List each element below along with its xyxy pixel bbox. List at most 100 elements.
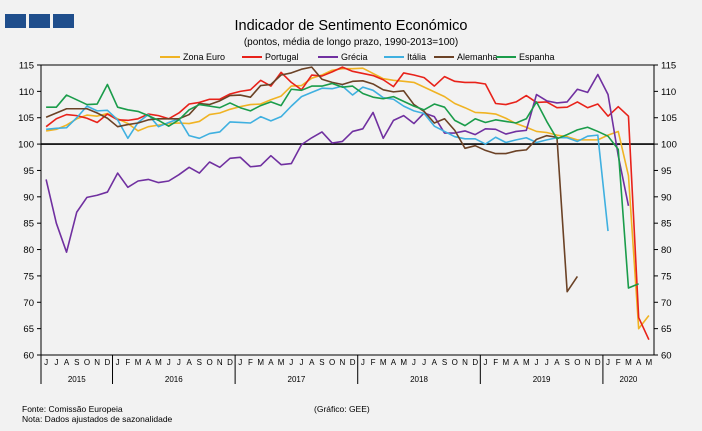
x-tick-label: O xyxy=(452,358,458,367)
y-tick-label-left: 115 xyxy=(19,61,34,72)
y-tick-label-left: 60 xyxy=(23,351,34,362)
x-tick-label: F xyxy=(616,358,621,367)
x-tick-label: S xyxy=(442,358,447,367)
y-tick-label-left: 75 xyxy=(23,271,34,282)
x-tick-label: M xyxy=(646,358,653,367)
x-tick-label: M xyxy=(155,358,162,367)
x-tick-label: J xyxy=(116,358,120,367)
year-label: 2018 xyxy=(410,375,428,384)
x-tick-label: M xyxy=(503,358,510,367)
x-tick-label: D xyxy=(105,358,111,367)
x-tick-label: M xyxy=(135,358,142,367)
x-tick-label: M xyxy=(257,358,264,367)
y-tick-label-right: 110 xyxy=(661,87,676,98)
x-tick-label: J xyxy=(483,358,487,367)
legend-label: Alemanha xyxy=(457,52,498,62)
legend-label: Itália xyxy=(407,52,426,62)
series-group xyxy=(45,66,650,341)
x-tick-label: A xyxy=(146,358,152,367)
adjustment-note: Nota: Dados ajustados de sazonalidade xyxy=(22,414,173,424)
plot-frame xyxy=(40,64,655,356)
series-line xyxy=(46,82,639,289)
x-tick-label: J xyxy=(289,358,293,367)
source-note: Fonte: Comissão Europeia xyxy=(22,404,123,414)
legend-label: Zona Euro xyxy=(183,52,225,62)
x-tick-label: M xyxy=(278,358,285,367)
y-tick-label-right: 70 xyxy=(661,298,672,309)
x-tick-label: J xyxy=(606,358,610,367)
x-tick-label: A xyxy=(64,358,70,367)
x-tick-label: D xyxy=(472,358,478,367)
series-line xyxy=(45,66,650,341)
x-tick-label: F xyxy=(125,358,130,367)
y-tick-label-right: 105 xyxy=(661,113,677,124)
x-tick-label: J xyxy=(177,358,181,367)
legend: Zona Euro Portugal Grécia Itália Alemanha Esp… xyxy=(160,52,555,62)
y-tick-label-right: 60 xyxy=(661,351,672,362)
y-tick-label-right: 90 xyxy=(661,192,672,203)
year-label: 2016 xyxy=(165,375,183,384)
chart-subtitle: (pontos, média de longo prazo, 1990-2013… xyxy=(244,37,458,48)
x-tick-label: A xyxy=(554,358,560,367)
x-tick-label: F xyxy=(248,358,253,367)
year-label: 2015 xyxy=(68,375,86,384)
x-tick-label: S xyxy=(197,358,202,367)
year-label: 2020 xyxy=(620,375,638,384)
legend-label: Portugal xyxy=(265,52,299,62)
graph-credit: (Gráfico: GEE) xyxy=(314,404,370,414)
x-tick-label: S xyxy=(564,358,569,367)
x-tick-label: A xyxy=(309,358,315,367)
legend-label: Grécia xyxy=(341,52,368,62)
y-tick-label-right: 75 xyxy=(661,271,672,282)
y-tick-label-left: 70 xyxy=(23,298,34,309)
x-tick-label: N xyxy=(462,358,468,367)
chart-title: Indicador de Sentimento Económico xyxy=(235,18,468,34)
y-tick-label-right: 80 xyxy=(661,245,672,256)
x-tick-label: J xyxy=(412,358,416,367)
x-tick-label: A xyxy=(391,358,397,367)
x-tick-label: J xyxy=(167,358,171,367)
x-tick-label: O xyxy=(84,358,90,367)
year-label: 2017 xyxy=(288,375,306,384)
x-tick-label: J xyxy=(44,358,48,367)
y-tick-label-left: 100 xyxy=(18,140,34,151)
x-tick-label: J xyxy=(238,358,242,367)
x-tick-label: J xyxy=(535,358,539,367)
series-line xyxy=(46,85,609,232)
year-label: 2019 xyxy=(533,375,551,384)
y-tick-label-left: 90 xyxy=(23,192,34,203)
y-tick-label-left: 110 xyxy=(19,87,34,98)
x-tick-label: S xyxy=(319,358,324,367)
x-tick-label: O xyxy=(574,358,580,367)
x-tick-label: M xyxy=(523,358,530,367)
x-tick-label: M xyxy=(400,358,407,367)
x-tick-label: D xyxy=(227,358,233,367)
x-tick-label: A xyxy=(636,358,642,367)
x-tick-label: M xyxy=(625,358,632,367)
x-tick-label: N xyxy=(217,358,223,367)
series-line xyxy=(45,66,579,293)
legend-label: Espanha xyxy=(519,52,555,62)
x-tick-label: F xyxy=(371,358,376,367)
x-tick-label: A xyxy=(513,358,519,367)
y-tick-label-left: 65 xyxy=(23,324,34,335)
y-tick-label-left: 95 xyxy=(23,166,34,177)
axes: 60 60 65 65 70 70 75 75 80 80 85 85 90 90 95 95 100 100 10… xyxy=(18,61,677,384)
x-tick-label: O xyxy=(329,358,335,367)
x-tick-label: O xyxy=(206,358,212,367)
y-tick-label-left: 105 xyxy=(18,113,34,124)
y-tick-label-right: 95 xyxy=(661,166,672,177)
x-tick-label: F xyxy=(493,358,498,367)
x-tick-label: D xyxy=(595,358,601,367)
x-tick-label: A xyxy=(268,358,274,367)
gee-logo xyxy=(5,14,74,28)
y-tick-label-right: 115 xyxy=(661,61,676,72)
x-tick-label: D xyxy=(350,358,356,367)
x-tick-label: J xyxy=(545,358,549,367)
x-tick-label: A xyxy=(186,358,192,367)
x-tick-label: A xyxy=(432,358,438,367)
y-tick-label-right: 85 xyxy=(661,219,672,230)
x-tick-label: N xyxy=(340,358,346,367)
x-tick-label: J xyxy=(422,358,426,367)
x-tick-label: M xyxy=(380,358,387,367)
